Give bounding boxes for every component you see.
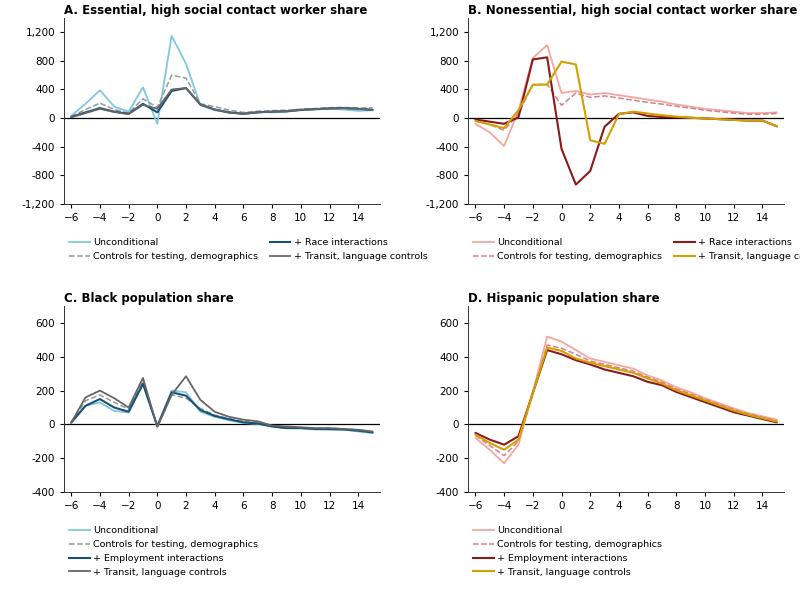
Legend: Unconditional, Controls for testing, demographics, + Employment interactions, + : Unconditional, Controls for testing, dem… — [69, 526, 258, 577]
Legend: Unconditional, Controls for testing, demographics, + Employment interactions, + : Unconditional, Controls for testing, dem… — [473, 526, 662, 577]
Text: C. Black population share: C. Black population share — [64, 292, 234, 305]
Text: B. Nonessential, high social contact worker share: B. Nonessential, high social contact wor… — [468, 4, 798, 17]
Legend: Unconditional, Controls for testing, demographics, + Race interactions, + Transi: Unconditional, Controls for testing, dem… — [69, 238, 428, 261]
Text: D. Hispanic population share: D. Hispanic population share — [468, 292, 660, 305]
Legend: Unconditional, Controls for testing, demographics, + Race interactions, + Transi: Unconditional, Controls for testing, dem… — [473, 238, 800, 261]
Text: A. Essential, high social contact worker share: A. Essential, high social contact worker… — [64, 4, 367, 17]
